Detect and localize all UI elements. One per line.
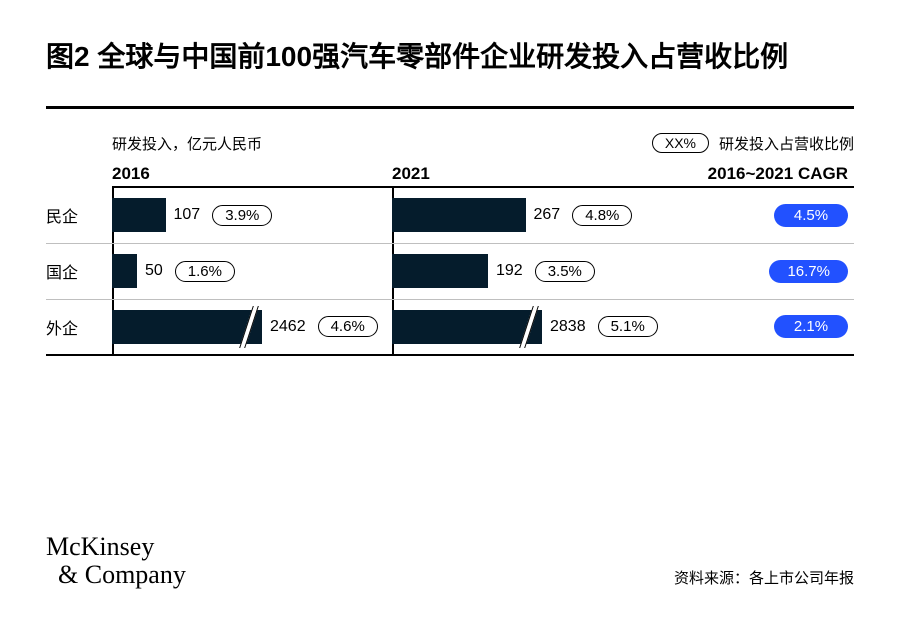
bar xyxy=(392,310,542,344)
year-cell: 2838 5.1% xyxy=(392,300,672,354)
pct-pill: 5.1% xyxy=(598,316,658,337)
legend-pill: XX% xyxy=(652,133,709,153)
row-label: 外企 xyxy=(46,315,112,339)
bar-wrap xyxy=(392,198,526,232)
year-cell: 192 3.5% xyxy=(392,244,672,299)
chart-page: 图2 全球与中国前100强汽车零部件企业研发投入占营收比例 研发投入，亿元人民币… xyxy=(0,0,900,622)
pct-pill: 4.6% xyxy=(318,316,378,337)
bar xyxy=(112,310,262,344)
header-cagr: 2016~2021 CAGR xyxy=(672,164,854,184)
year-cell: 107 3.9% xyxy=(112,188,392,243)
brand-line-1: McKinsey xyxy=(46,533,186,560)
bar xyxy=(392,254,488,288)
header-2021: 2021 xyxy=(392,164,672,184)
legend-row: 研发投入，亿元人民币 XX% 研发投入占营收比例 xyxy=(112,133,854,154)
bar-value: 2838 xyxy=(550,318,586,336)
table-row: 国企 50 1.6% 192 3.5% 16.7% xyxy=(46,244,854,300)
bar-value: 192 xyxy=(496,262,523,280)
pct-pill: 3.5% xyxy=(535,261,595,282)
pct-pill: 1.6% xyxy=(175,261,235,282)
table-row: 外企 2462 4.6% 2838 5.1% 2.1% xyxy=(46,300,854,356)
cagr-cell: 4.5% xyxy=(672,204,854,227)
row-label: 国企 xyxy=(46,259,112,283)
bar-value: 267 xyxy=(534,206,561,224)
footer: McKinsey & Company 资料来源：各上市公司年报 xyxy=(46,533,854,588)
axis-break-icon xyxy=(244,306,258,348)
row-label: 民企 xyxy=(46,203,112,227)
axis-break-icon xyxy=(524,306,538,348)
bar-value: 2462 xyxy=(270,318,306,336)
bar-wrap xyxy=(392,254,488,288)
source-text: 资料来源：各上市公司年报 xyxy=(674,567,854,588)
legend-right-label: 研发投入占营收比例 xyxy=(719,133,854,154)
cagr-cell: 16.7% xyxy=(672,260,854,283)
bar-value: 107 xyxy=(174,206,201,224)
bar xyxy=(112,198,166,232)
bar xyxy=(112,254,137,288)
bar-wrap xyxy=(112,198,166,232)
bar-wrap xyxy=(392,310,542,344)
header-2016: 2016 xyxy=(112,164,392,184)
pct-pill: 3.9% xyxy=(212,205,272,226)
bar-wrap xyxy=(112,254,137,288)
table-row: 民企 107 3.9% 267 4.8% 4.5% xyxy=(46,188,854,244)
year-cell: 267 4.8% xyxy=(392,188,672,243)
cagr-cell: 2.1% xyxy=(672,315,854,338)
mckinsey-logo: McKinsey & Company xyxy=(46,533,186,588)
pct-pill: 4.8% xyxy=(572,205,632,226)
cagr-pill: 4.5% xyxy=(774,204,848,227)
chart-title: 图2 全球与中国前100强汽车零部件企业研发投入占营收比例 xyxy=(46,38,854,76)
year-cell: 50 1.6% xyxy=(112,244,392,299)
bar-wrap xyxy=(112,310,262,344)
bar xyxy=(392,198,526,232)
title-rule xyxy=(46,106,854,109)
header-row: 2016 2021 2016~2021 CAGR xyxy=(112,164,854,184)
data-rows: 民企 107 3.9% 267 4.8% 4.5% 国企 50 1.6% 192 3.5% 16.7%… xyxy=(46,188,854,356)
bar-value: 50 xyxy=(145,262,163,280)
brand-line-2: & Company xyxy=(46,561,186,588)
cagr-pill: 2.1% xyxy=(774,315,848,338)
year-cell: 2462 4.6% xyxy=(112,300,392,354)
cagr-pill: 16.7% xyxy=(769,260,848,283)
legend-left-label: 研发投入，亿元人民币 xyxy=(112,133,262,154)
